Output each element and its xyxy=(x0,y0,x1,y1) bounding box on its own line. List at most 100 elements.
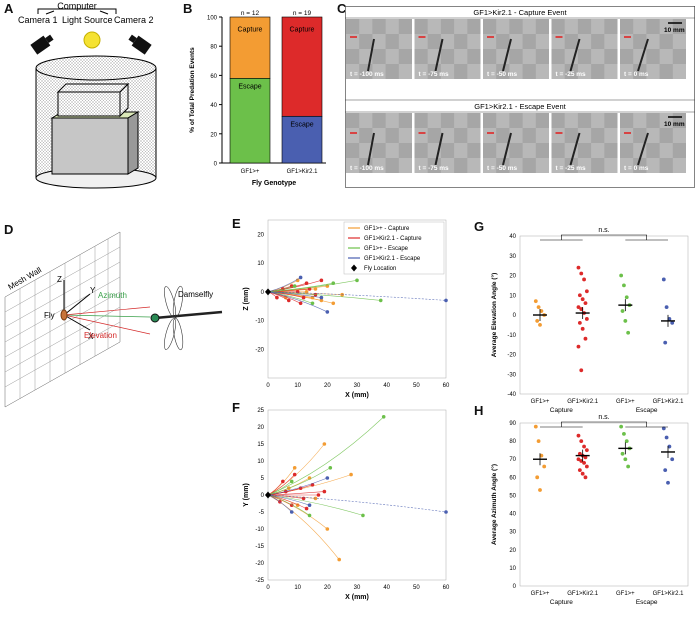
traj-x-tick-label: 0 xyxy=(266,585,270,591)
arrow-heads xyxy=(45,10,109,15)
legend-label: GF1>Kir2.1 - Escape xyxy=(364,256,421,262)
damselfly-icon xyxy=(150,285,223,351)
scatter-point xyxy=(583,301,588,306)
projection-line xyxy=(63,314,151,335)
z-axis-label: Z xyxy=(57,275,62,284)
c-title-bar xyxy=(345,99,695,113)
mesh-cage xyxy=(56,82,130,118)
azimuth-line xyxy=(63,314,151,318)
c-checker xyxy=(577,113,592,128)
c-checker xyxy=(522,158,536,173)
c-time-label: t = -25 ms xyxy=(556,165,587,172)
scatter-point xyxy=(664,305,669,309)
c-checker xyxy=(496,158,510,173)
traj-y-tick-label: 10 xyxy=(257,459,264,465)
traj-x-tick-label: 50 xyxy=(413,383,420,389)
traj-line xyxy=(267,494,364,516)
panel-label-g: G xyxy=(474,219,485,234)
c-checker xyxy=(454,158,468,173)
camera1-icon xyxy=(30,34,54,55)
light-bulb-icon xyxy=(83,31,101,49)
traj-end-point xyxy=(316,493,321,497)
b-n-label: n = 12 xyxy=(241,10,260,17)
scatter-point xyxy=(584,448,589,453)
scatter-point xyxy=(576,344,581,349)
c-checker xyxy=(591,158,605,173)
traj-x-tick-label: 60 xyxy=(443,383,450,389)
c-checker xyxy=(604,19,618,34)
scatter-y-tick-label: -20 xyxy=(507,353,516,359)
c-checker xyxy=(372,143,386,158)
scatter-point xyxy=(664,435,669,440)
c-time-label: t = -75 ms xyxy=(419,165,450,172)
traj-y-tick-label: 25 xyxy=(257,408,264,414)
scatter-frame xyxy=(519,422,689,587)
scatter-point xyxy=(533,424,538,429)
scatter-group-label: GF1>Kir2.1 xyxy=(653,399,685,405)
scatter-point xyxy=(576,265,581,270)
traj-line xyxy=(267,467,331,496)
traj-end-point xyxy=(292,284,297,288)
sig-bracket xyxy=(561,421,647,427)
c-checker xyxy=(620,19,634,34)
scatter-point xyxy=(624,295,629,300)
scatter-y-axis-label: Average Azimuth Angle (°) xyxy=(490,464,498,545)
traj-x-tick-label: 20 xyxy=(324,585,331,591)
c-checker xyxy=(509,49,523,64)
scatter-y-tick-label: 40 xyxy=(509,234,516,240)
traj-end-point xyxy=(331,301,336,306)
b-bar-escape xyxy=(281,115,323,164)
c-checker xyxy=(427,128,441,143)
c-checker xyxy=(414,49,428,64)
traj-line xyxy=(267,291,447,301)
traj-x-tick-label: 10 xyxy=(294,383,301,389)
c-checker xyxy=(633,128,647,143)
c-border xyxy=(345,6,695,188)
panel-label-e: E xyxy=(232,216,241,231)
traj-y-tick-label: 20 xyxy=(257,425,264,431)
scatter-y-axis-label: Average Elevation Angle (°) xyxy=(490,273,498,357)
c-checker xyxy=(620,143,634,158)
c-checker xyxy=(509,19,523,34)
traj-line xyxy=(267,494,310,516)
c-checker xyxy=(440,143,455,158)
c-checker xyxy=(659,64,673,79)
c-scale-label: 10 mm xyxy=(664,27,685,34)
scatter-point xyxy=(579,307,584,311)
c-time-label: t = -100 ms xyxy=(350,165,384,172)
traj-x-axis-label: X (mm) xyxy=(345,392,369,399)
fly-icon xyxy=(60,309,68,321)
traj-end-point xyxy=(328,466,333,470)
scatter-point xyxy=(583,336,588,341)
traj-end-point xyxy=(319,295,324,300)
panel-label-h: H xyxy=(474,403,484,418)
c-checker xyxy=(509,143,523,158)
traj-y-tick-label: -20 xyxy=(255,347,264,353)
traj-y-tick-label: -20 xyxy=(255,561,264,567)
c-damselfly-body xyxy=(637,132,649,166)
c-damselfly-body xyxy=(367,132,375,166)
traj-end-point xyxy=(275,295,279,300)
scatter-point xyxy=(619,424,624,429)
traj-x-tick-label: 40 xyxy=(383,383,390,389)
legend-label: Fly Location xyxy=(364,266,396,272)
traj-end-point xyxy=(281,479,285,484)
c-checker xyxy=(535,143,549,158)
traj-x-tick-label: 60 xyxy=(443,585,450,591)
legend-swatch xyxy=(351,264,357,272)
traj-line xyxy=(267,291,328,313)
c-damselfly-body xyxy=(637,38,649,72)
traj-y-tick-label: 5 xyxy=(261,476,265,482)
c-checker xyxy=(385,128,399,143)
c-checker xyxy=(398,113,412,128)
c-checker xyxy=(427,158,441,173)
y-axis xyxy=(63,293,91,316)
scatter-point xyxy=(623,457,628,462)
scatter-point xyxy=(580,471,585,476)
scatter-point xyxy=(579,439,584,444)
scatter-point xyxy=(580,326,585,331)
c-checker xyxy=(646,113,660,128)
scatter-y-tick-label: 20 xyxy=(509,274,516,280)
scatter-point xyxy=(576,305,581,309)
panel-label-a: A xyxy=(4,1,14,16)
